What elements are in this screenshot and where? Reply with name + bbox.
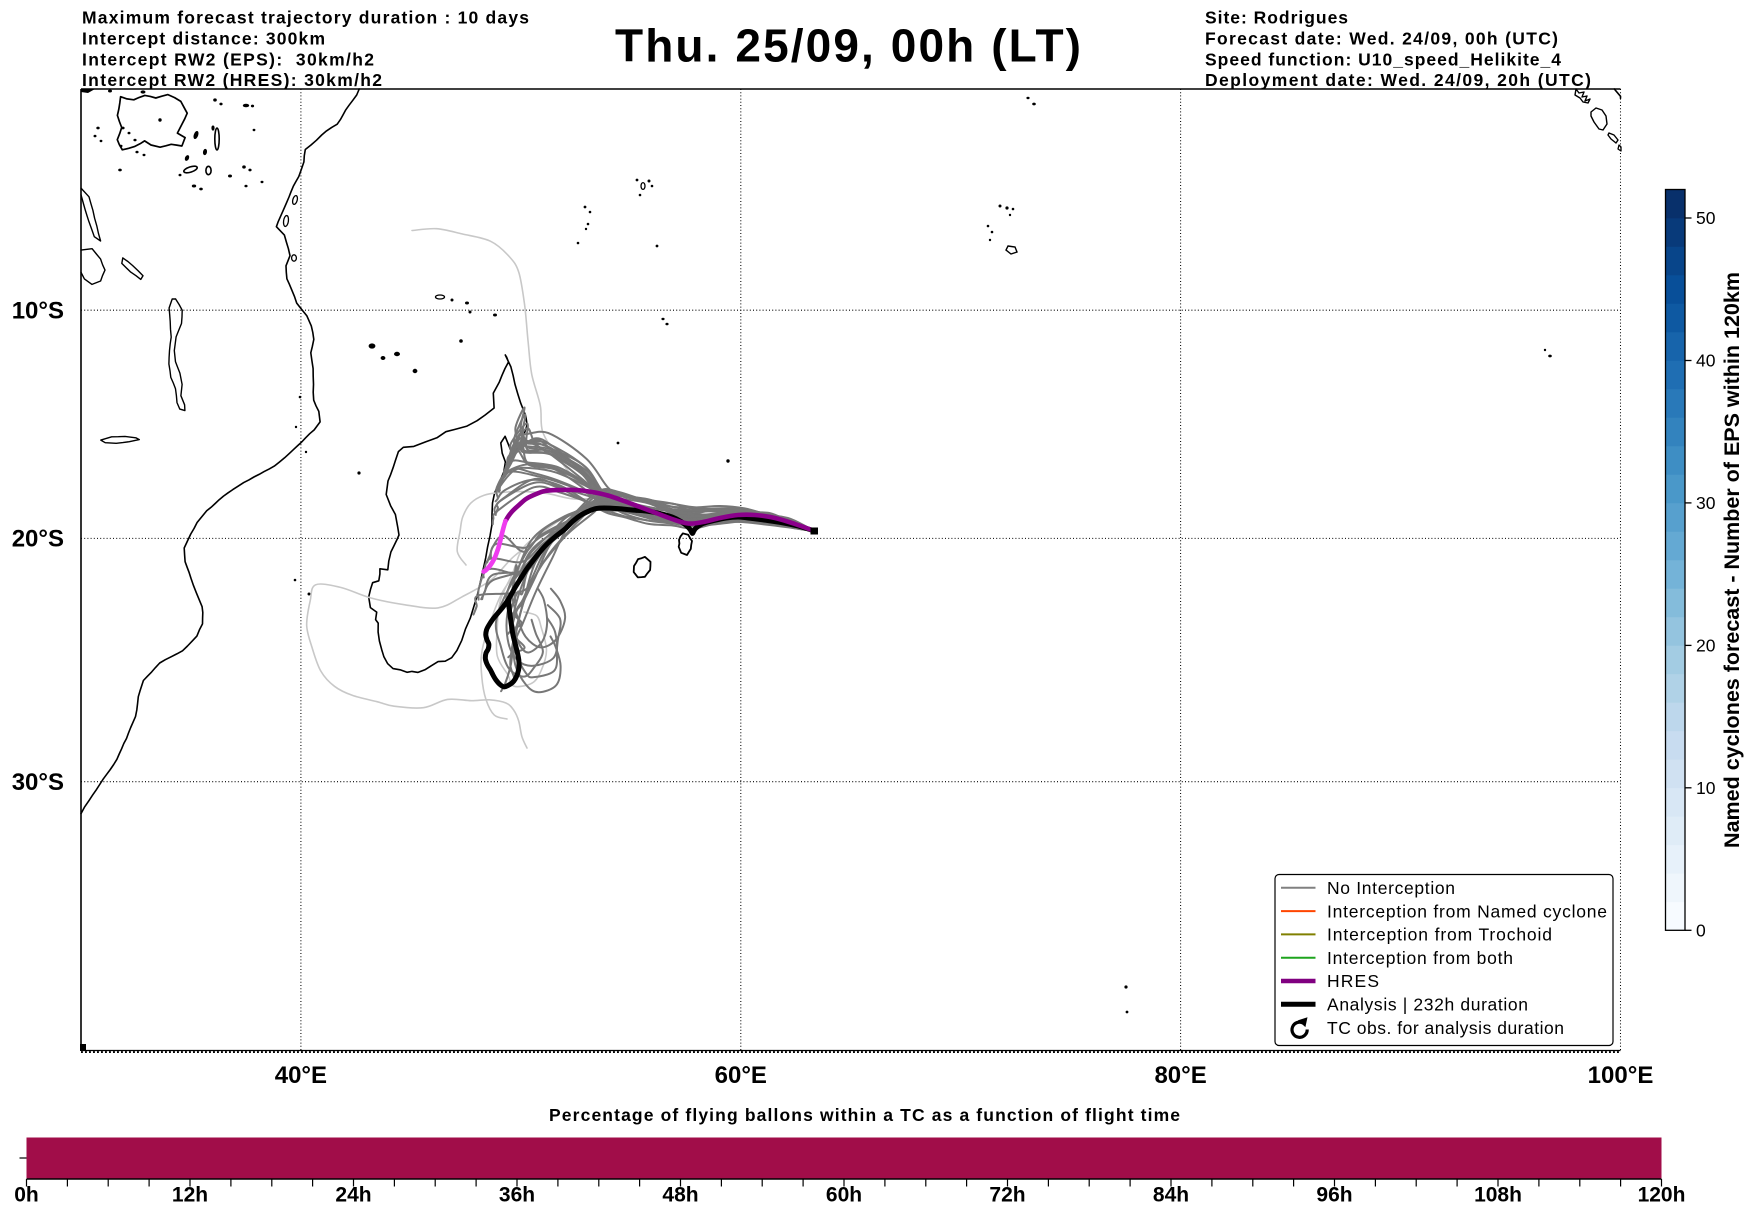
svg-text:96h: 96h: [1316, 1184, 1352, 1207]
svg-text:Forecast date: Wed. 24/09, 00h: Forecast date: Wed. 24/09, 00h (UTC): [1205, 28, 1558, 48]
svg-text:20: 20: [1696, 635, 1716, 655]
svg-text:20°S: 20°S: [12, 526, 64, 553]
svg-text:60h: 60h: [826, 1184, 862, 1207]
svg-text:Analysis | 232h duration: Analysis | 232h duration: [1327, 995, 1528, 1015]
svg-text:30°S: 30°S: [12, 769, 64, 796]
svg-text:Intercept distance: 300km: Intercept distance: 300km: [82, 28, 325, 48]
svg-text:Maximum forecast trajectory du: Maximum forecast trajectory duration : 1…: [82, 8, 529, 28]
svg-text:0h: 0h: [14, 1184, 39, 1207]
svg-text:60°E: 60°E: [715, 1062, 767, 1089]
svg-text:HRES: HRES: [1327, 971, 1379, 991]
svg-text:Percentage of flying ballons w: Percentage of flying ballons within a TC…: [549, 1105, 1180, 1125]
svg-text:108h: 108h: [1474, 1184, 1522, 1207]
svg-text:40°E: 40°E: [275, 1062, 327, 1089]
svg-text:50: 50: [1696, 208, 1716, 228]
svg-text:30: 30: [1696, 493, 1716, 513]
svg-text:No Interception: No Interception: [1327, 878, 1455, 898]
svg-text:72h: 72h: [989, 1184, 1025, 1207]
svg-text:80°E: 80°E: [1154, 1062, 1206, 1089]
svg-text:Interception from both: Interception from both: [1327, 948, 1513, 968]
svg-text:Interception from Trochoid: Interception from Trochoid: [1327, 925, 1552, 945]
svg-text:Named cyclones forecast - Numb: Named cyclones forecast - Number of EPS …: [1720, 272, 1744, 848]
svg-text:120h: 120h: [1638, 1184, 1686, 1207]
svg-text:Interception from Named cyclon: Interception from Named cyclone: [1327, 901, 1607, 921]
svg-text:24h: 24h: [335, 1184, 371, 1207]
svg-text:12h: 12h: [172, 1184, 208, 1207]
svg-text:36h: 36h: [499, 1184, 535, 1207]
svg-text:48h: 48h: [662, 1184, 698, 1207]
svg-text:10: 10: [1696, 778, 1716, 798]
svg-text:0: 0: [1696, 920, 1706, 940]
svg-text:TC obs. for analysis duration: TC obs. for analysis duration: [1327, 1018, 1564, 1038]
svg-text:Thu. 25/09, 00h (LT): Thu. 25/09, 00h (LT): [615, 20, 1081, 72]
svg-text:Site: Rodrigues: Site: Rodrigues: [1205, 8, 1348, 28]
svg-text:Speed function: U10_speed_Heli: Speed function: U10_speed_Helikite_4: [1205, 49, 1561, 69]
svg-text:100°E: 100°E: [1588, 1062, 1654, 1089]
svg-text:Intercept RW2 (EPS): 30km/h2: Intercept RW2 (EPS): 30km/h2: [82, 49, 374, 69]
svg-text:10°S: 10°S: [12, 298, 64, 325]
svg-text:84h: 84h: [1153, 1184, 1189, 1207]
svg-text:40: 40: [1696, 351, 1716, 371]
svg-text:Deployment date: Wed. 24/09, 2: Deployment date: Wed. 24/09, 20h (UTC): [1205, 70, 1591, 90]
svg-text:Intercept RW2 (HRES): 30km/h2: Intercept RW2 (HRES): 30km/h2: [82, 70, 382, 90]
